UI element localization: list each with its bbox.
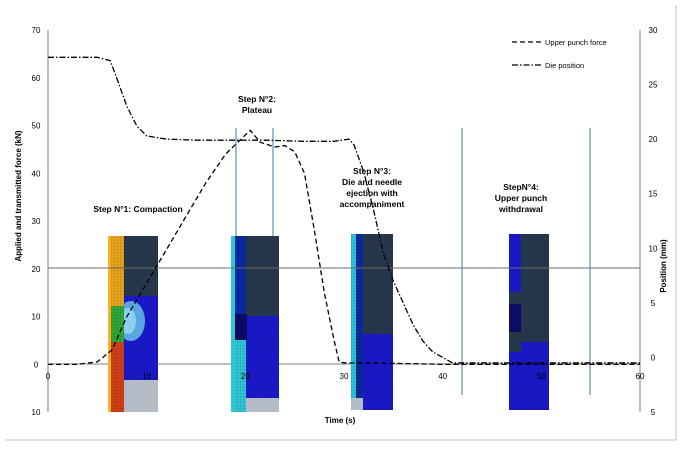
y-left-tick-label: 10 [32, 408, 41, 417]
step-annotation-line: StepN°4: [503, 182, 539, 192]
y-left-tick-label: 70 [32, 26, 41, 35]
x-tick-label: 20 [241, 372, 250, 381]
y-axis-left-ticks: 10 0 10 20 30 40 50 60 70 [32, 26, 41, 417]
step-annotation-line: Step N°2: [238, 94, 276, 104]
x-tick-label: 60 [636, 372, 645, 381]
y-right-tick-label: 25 [649, 81, 658, 90]
y-right-tick-label: 5 [651, 299, 656, 308]
y-left-tick-label: 20 [32, 265, 41, 274]
y-left-tick-label: 0 [34, 360, 39, 369]
y-axis-right-ticks: 5 0 5 10 15 20 25 30 [649, 26, 658, 417]
mesh-inset-step1 [108, 236, 158, 412]
y-left-tick-label: 30 [32, 217, 41, 226]
x-tick-label: 10 [142, 372, 151, 381]
y-axis-right-title: Position (mm) [659, 239, 668, 293]
x-tick-label: 0 [46, 372, 51, 381]
x-tick-label: 40 [438, 372, 447, 381]
mesh-inset-step4 [509, 234, 549, 410]
x-axis-ticks: 0 10 20 30 40 50 60 [46, 372, 645, 381]
y-left-tick-label: 60 [32, 74, 41, 83]
series-layer [48, 56, 640, 365]
step-annotation-line: Plateau [242, 105, 272, 115]
y-axis-left-title: Applied and transmitted force (kN) [14, 130, 23, 261]
y-left-tick-label: 40 [32, 169, 41, 178]
step-annotations: Step N°1: Compaction Step N°2:Plateau Step… [93, 94, 547, 214]
series-line-die-position [48, 56, 640, 364]
y-right-tick-label: 15 [649, 190, 658, 199]
step-annotation-line: Upper punch [495, 193, 547, 203]
y-right-tick-label: 30 [649, 26, 658, 35]
mesh-inset-step3 [351, 234, 393, 410]
x-tick-label: 30 [340, 372, 349, 381]
series-line-upper-punch-force [48, 129, 640, 365]
y-right-tick-label: 10 [649, 244, 658, 253]
x-tick-label: 50 [537, 372, 546, 381]
mesh-inset-step2 [231, 236, 279, 412]
step-annotation-line: Step N°1: Compaction [93, 204, 182, 214]
y-right-tick-label: 5 [651, 408, 656, 417]
step-annotation-line: ejection with [346, 188, 397, 198]
y-right-tick-label: 0 [651, 353, 656, 362]
legend-label-upper-punch-force: Upper punch force [545, 38, 607, 47]
step-annotation-line: Die and needle [342, 177, 402, 187]
y-right-tick-label: 20 [649, 135, 658, 144]
step-annotation-line: Step N°3: [353, 166, 391, 176]
step-annotation-line: withdrawal [498, 204, 543, 214]
y-left-tick-label: 50 [32, 122, 41, 131]
x-axis-title: Time (s) [325, 416, 356, 425]
legend-label-die-position: Die position [545, 61, 584, 70]
legend: Upper punch force Die position [512, 38, 607, 70]
y-left-tick-label: 10 [32, 313, 41, 322]
